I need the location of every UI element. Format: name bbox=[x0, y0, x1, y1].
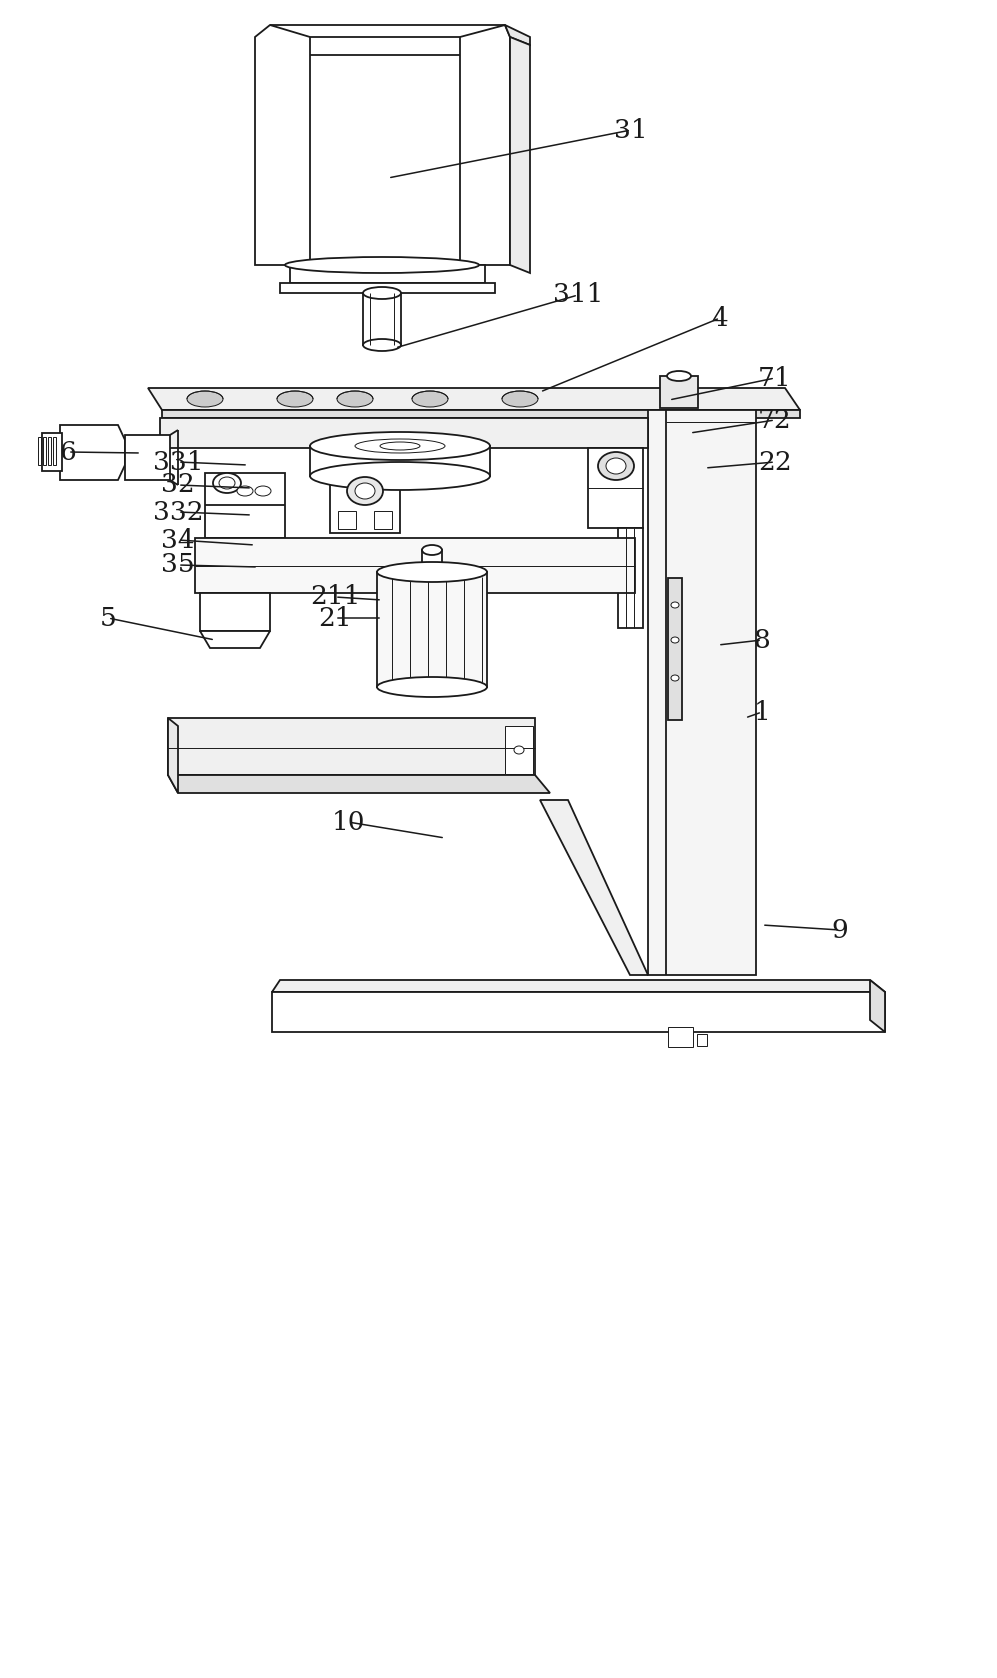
Ellipse shape bbox=[377, 562, 487, 582]
Ellipse shape bbox=[347, 477, 383, 505]
Polygon shape bbox=[168, 775, 550, 794]
Text: 34: 34 bbox=[162, 527, 194, 552]
Ellipse shape bbox=[255, 487, 271, 497]
Ellipse shape bbox=[671, 675, 679, 681]
Bar bbox=[43, 436, 46, 465]
Ellipse shape bbox=[606, 458, 626, 473]
Polygon shape bbox=[60, 425, 125, 480]
Ellipse shape bbox=[514, 747, 524, 753]
Text: 32: 32 bbox=[162, 473, 194, 497]
Bar bbox=[618, 529, 643, 628]
Bar bbox=[42, 433, 62, 472]
Bar bbox=[660, 376, 698, 408]
Bar bbox=[505, 727, 533, 774]
Text: 21: 21 bbox=[318, 606, 352, 631]
Ellipse shape bbox=[213, 473, 241, 493]
Bar bbox=[588, 448, 643, 529]
Ellipse shape bbox=[380, 441, 420, 450]
Polygon shape bbox=[272, 992, 885, 1032]
Ellipse shape bbox=[337, 391, 373, 408]
Polygon shape bbox=[290, 265, 485, 284]
Text: 22: 22 bbox=[758, 450, 792, 475]
Bar bbox=[38, 436, 41, 465]
Text: 72: 72 bbox=[758, 408, 792, 433]
Text: 10: 10 bbox=[331, 809, 365, 834]
Ellipse shape bbox=[355, 440, 445, 453]
Bar bbox=[668, 1027, 693, 1047]
Bar bbox=[338, 512, 356, 529]
Text: 332: 332 bbox=[153, 500, 203, 525]
Polygon shape bbox=[200, 631, 270, 648]
Ellipse shape bbox=[412, 391, 448, 408]
Text: 1: 1 bbox=[754, 700, 771, 725]
Polygon shape bbox=[162, 409, 800, 418]
Bar bbox=[374, 512, 392, 529]
Ellipse shape bbox=[355, 483, 375, 498]
Bar bbox=[53, 436, 56, 465]
Ellipse shape bbox=[363, 287, 401, 299]
Text: 8: 8 bbox=[754, 628, 771, 653]
Polygon shape bbox=[510, 37, 530, 274]
Bar bbox=[363, 294, 401, 346]
Bar bbox=[200, 592, 270, 631]
Polygon shape bbox=[125, 435, 170, 480]
Ellipse shape bbox=[363, 339, 401, 351]
Ellipse shape bbox=[219, 477, 235, 488]
Text: 5: 5 bbox=[100, 606, 117, 631]
Ellipse shape bbox=[502, 391, 538, 408]
Polygon shape bbox=[540, 800, 648, 975]
Ellipse shape bbox=[667, 371, 691, 381]
Bar bbox=[668, 577, 682, 720]
Polygon shape bbox=[168, 718, 535, 775]
Bar bbox=[205, 473, 285, 539]
Text: 9: 9 bbox=[831, 918, 848, 943]
Text: 4: 4 bbox=[712, 305, 729, 331]
Ellipse shape bbox=[237, 487, 253, 497]
Bar bbox=[377, 572, 487, 686]
Ellipse shape bbox=[310, 461, 490, 490]
Ellipse shape bbox=[310, 431, 490, 460]
Text: 71: 71 bbox=[758, 366, 792, 391]
Polygon shape bbox=[195, 539, 635, 592]
Polygon shape bbox=[870, 980, 885, 1032]
Ellipse shape bbox=[671, 638, 679, 643]
Polygon shape bbox=[280, 284, 495, 294]
Ellipse shape bbox=[285, 257, 479, 274]
Polygon shape bbox=[168, 718, 178, 794]
Bar bbox=[330, 473, 400, 534]
Ellipse shape bbox=[671, 602, 679, 607]
Bar bbox=[48, 436, 51, 465]
Ellipse shape bbox=[377, 676, 487, 696]
Polygon shape bbox=[310, 446, 490, 477]
Ellipse shape bbox=[187, 391, 223, 408]
Text: 211: 211 bbox=[310, 584, 360, 609]
Ellipse shape bbox=[598, 451, 634, 480]
Polygon shape bbox=[255, 25, 510, 265]
Bar bbox=[648, 409, 756, 975]
Text: 35: 35 bbox=[162, 552, 194, 577]
Polygon shape bbox=[505, 25, 530, 45]
Polygon shape bbox=[160, 418, 648, 448]
Ellipse shape bbox=[422, 545, 442, 555]
Ellipse shape bbox=[277, 391, 313, 408]
Text: 311: 311 bbox=[552, 282, 603, 307]
Text: 331: 331 bbox=[153, 450, 203, 475]
Bar bbox=[697, 1034, 707, 1045]
Polygon shape bbox=[272, 980, 885, 992]
Polygon shape bbox=[148, 388, 800, 409]
Text: 31: 31 bbox=[614, 117, 648, 143]
Bar bbox=[422, 550, 442, 572]
Text: 6: 6 bbox=[60, 440, 77, 465]
